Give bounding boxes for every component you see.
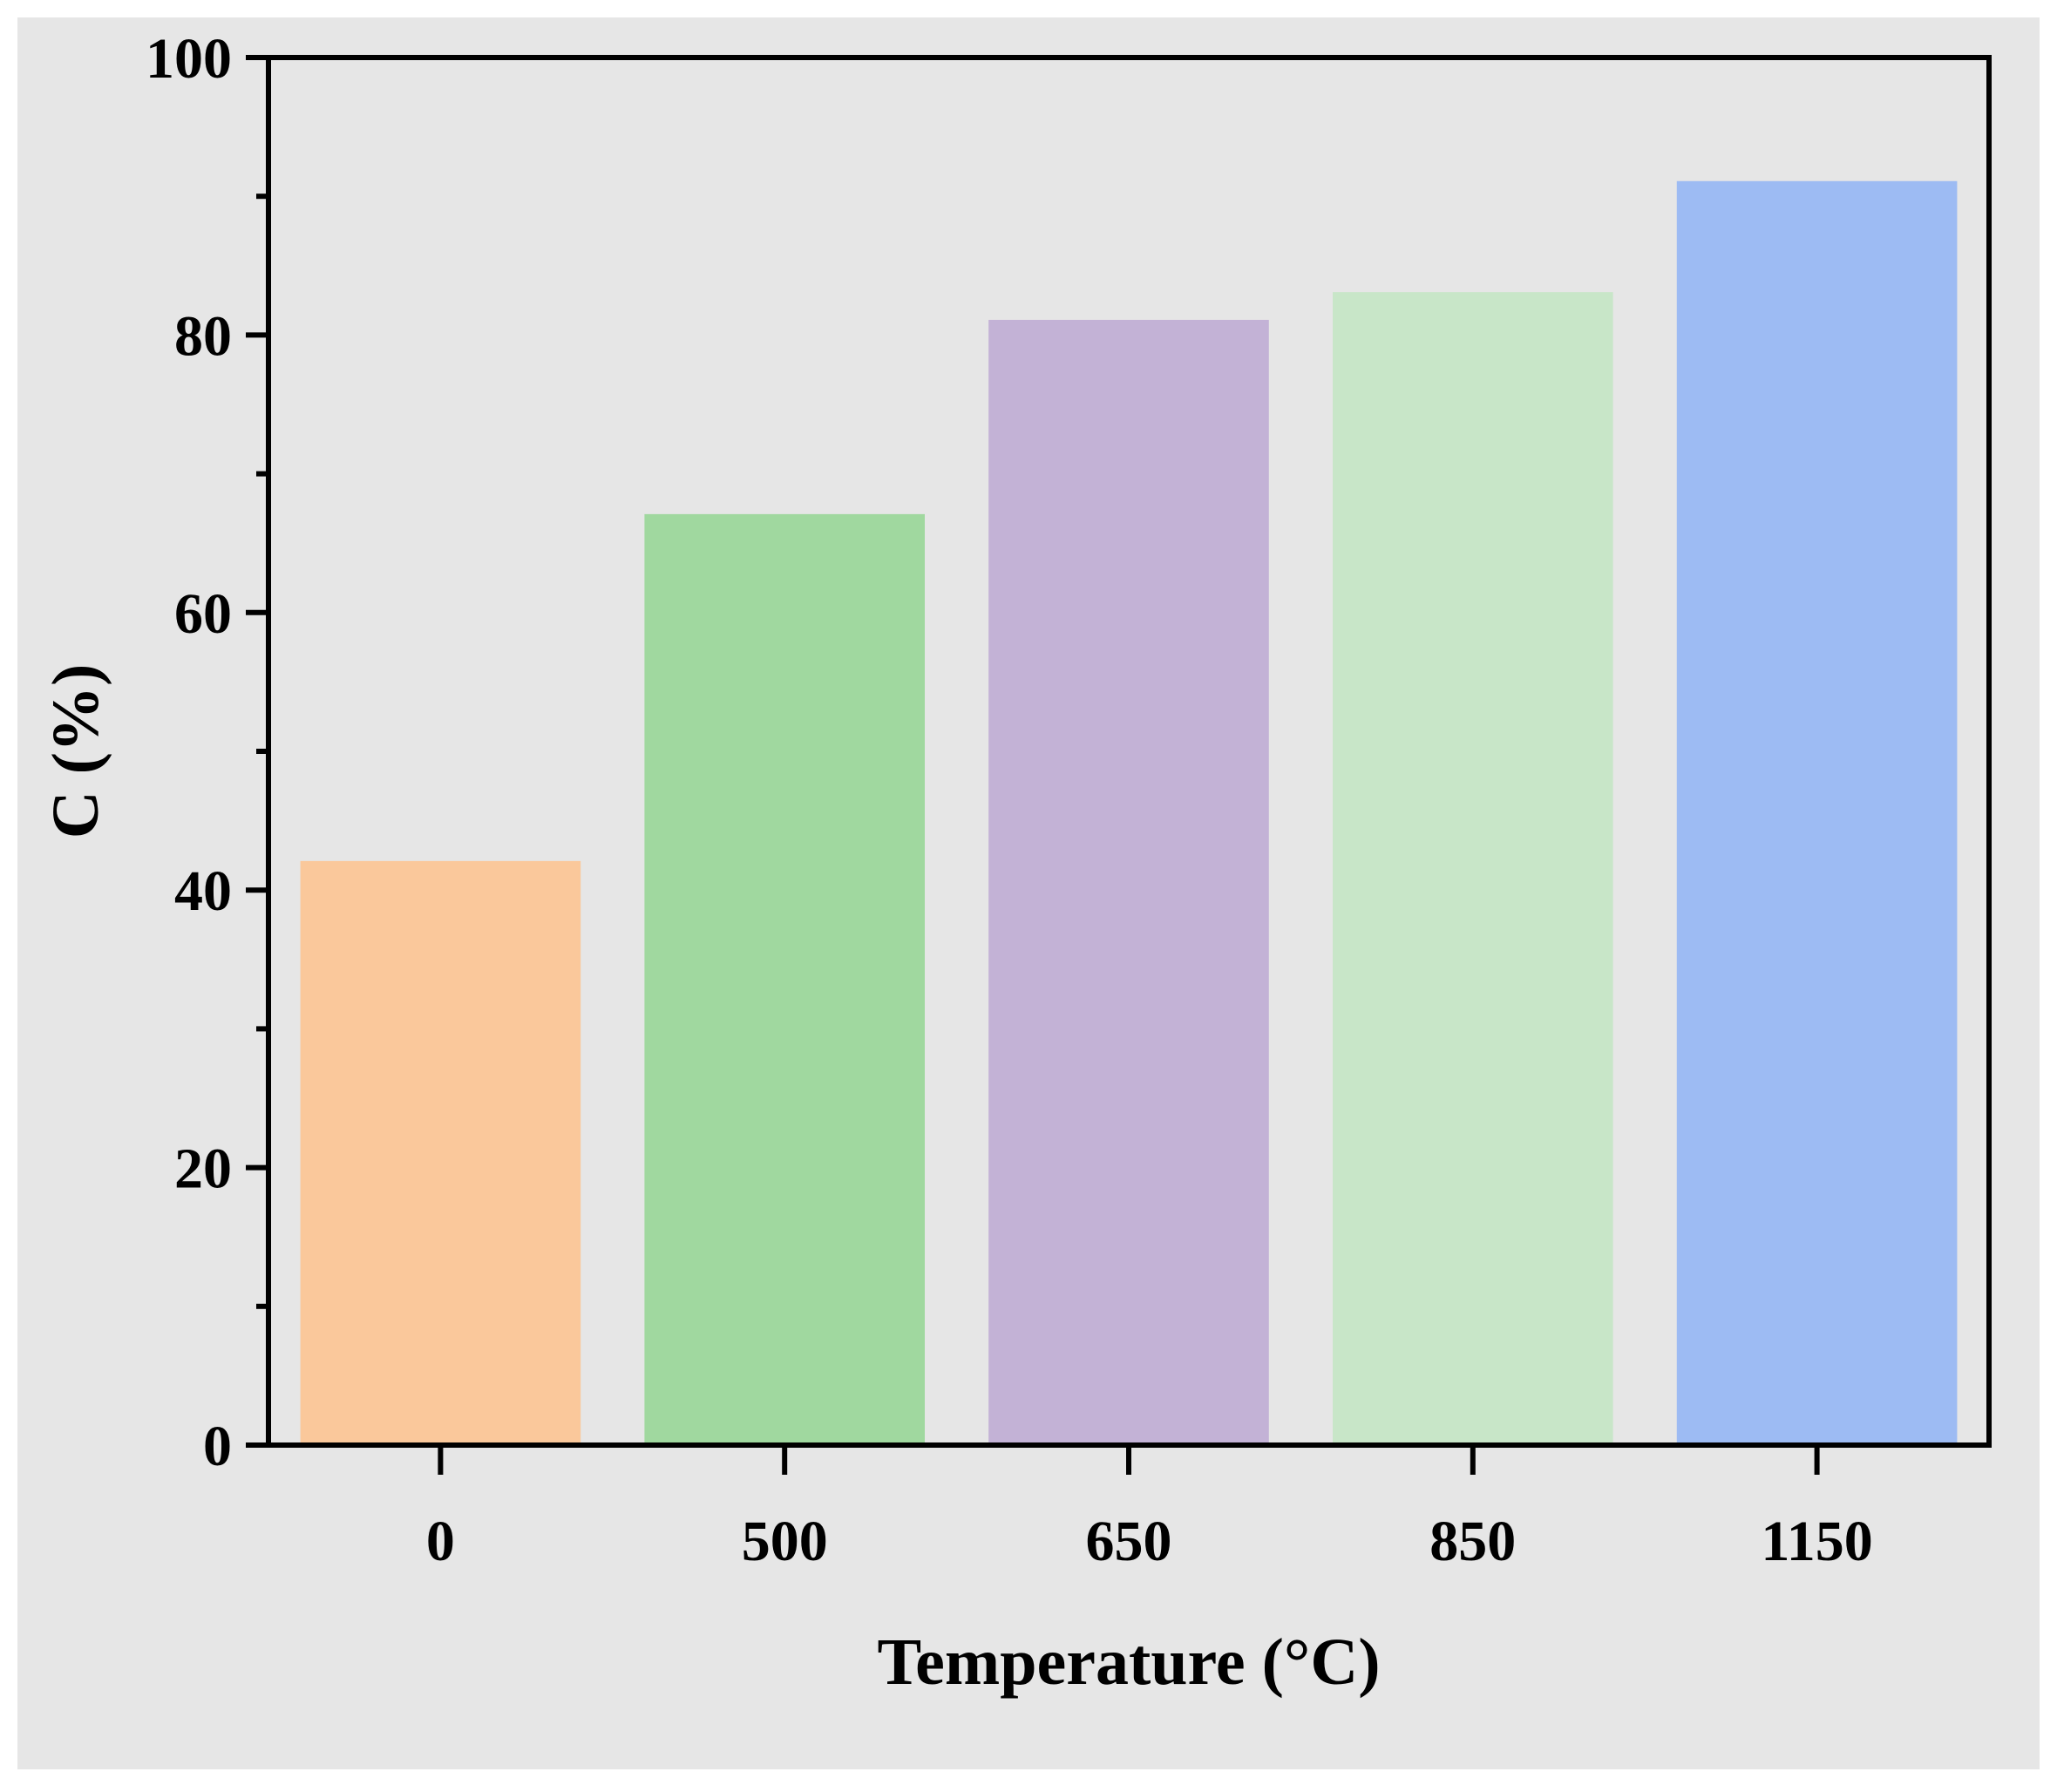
bar-850 [1332, 292, 1613, 1447]
y-tick-label: 40 [174, 859, 232, 923]
ticks-group [246, 55, 1820, 1475]
y-tick-label: 0 [203, 1415, 232, 1478]
bar-1150 [1676, 180, 1958, 1447]
y-axis-title: C (%) [39, 664, 112, 839]
bar-650 [988, 319, 1269, 1447]
y-tick-label: 100 [146, 27, 232, 91]
tick-labels-group: 0 20 40 60 80 100 0 500 650 850 1150 [146, 27, 1873, 1573]
y-tick-label: 60 [174, 582, 232, 646]
x-tick-label: 0 [426, 1510, 455, 1573]
x-tick-label: 1150 [1761, 1510, 1872, 1573]
x-tick-label: 500 [742, 1510, 828, 1573]
bar-0 [300, 860, 581, 1447]
y-tick-label: 20 [174, 1137, 232, 1201]
x-axis-title: Temperature (°C) [877, 1626, 1380, 1699]
x-tick-label: 650 [1086, 1510, 1172, 1573]
bars-group [300, 180, 1958, 1447]
bar-500 [644, 513, 926, 1447]
x-tick-label: 850 [1429, 1510, 1516, 1573]
y-tick-label: 80 [174, 304, 232, 368]
